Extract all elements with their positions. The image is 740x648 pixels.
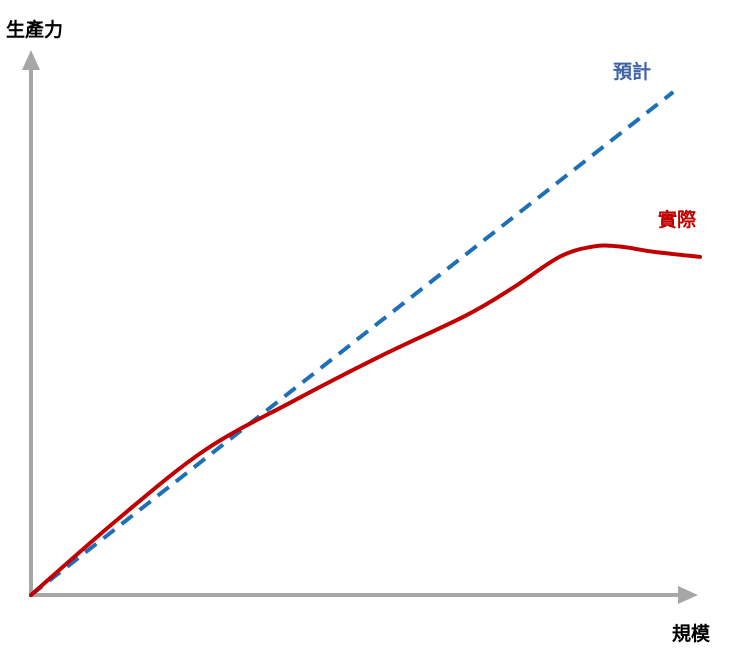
y-axis-label: 生產力: [6, 18, 63, 41]
y-axis-arrowhead: [22, 50, 40, 70]
series-actual-label: 實際: [658, 208, 697, 231]
x-axis-label: 規模: [672, 622, 711, 645]
x-axis-arrowhead: [678, 586, 698, 604]
series-expected-label: 預計: [613, 60, 651, 83]
series-actual-line: [29, 243, 702, 597]
series-expected-line: [29, 90, 675, 597]
